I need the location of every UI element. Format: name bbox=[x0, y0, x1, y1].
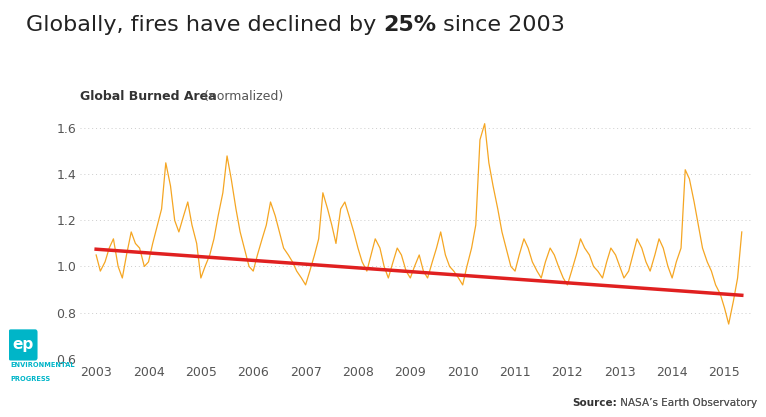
Text: NASA’s Earth Observatory: NASA’s Earth Observatory bbox=[617, 398, 757, 408]
Text: ep: ep bbox=[12, 337, 34, 352]
Text: PROGRESS: PROGRESS bbox=[11, 376, 51, 382]
Text: ENVIRONMENTAL: ENVIRONMENTAL bbox=[11, 362, 75, 368]
Text: (normalized): (normalized) bbox=[200, 90, 283, 103]
Text: 25%: 25% bbox=[383, 15, 436, 35]
Text: NASA’s Earth Observatory: NASA’s Earth Observatory bbox=[617, 398, 757, 408]
Text: since 2003: since 2003 bbox=[436, 15, 565, 35]
Text: Source:: Source: bbox=[572, 398, 617, 408]
Text: Global Burned Area: Global Burned Area bbox=[80, 90, 217, 103]
Text: Globally, fires have declined by: Globally, fires have declined by bbox=[25, 15, 383, 35]
FancyBboxPatch shape bbox=[8, 329, 38, 361]
